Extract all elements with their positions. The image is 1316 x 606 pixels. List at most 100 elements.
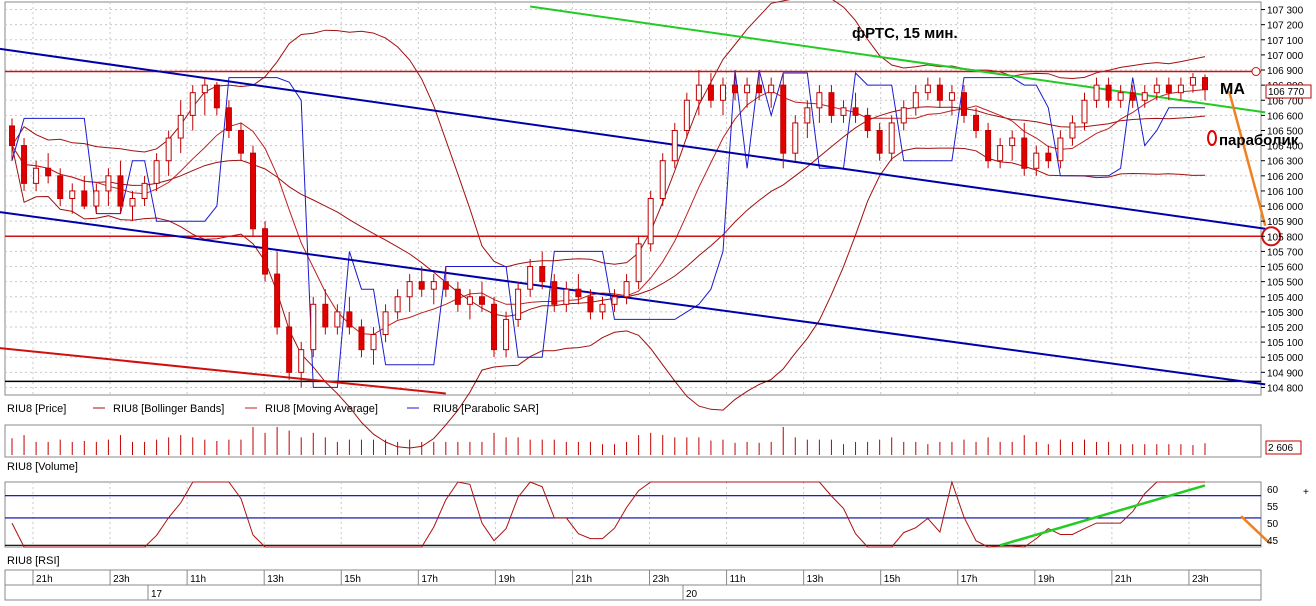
candle-body xyxy=(1129,92,1136,101)
y-tick-label: 105 500 xyxy=(1267,278,1304,289)
hour-label: 13h xyxy=(807,574,824,585)
hour-label: 17h xyxy=(961,574,978,585)
candle-body xyxy=(237,129,244,154)
hour-label: 23h xyxy=(113,574,130,585)
hour-label: 23h xyxy=(1192,574,1209,585)
candle-body xyxy=(1153,84,1160,94)
candle-body xyxy=(1057,137,1064,162)
candle-body xyxy=(587,296,594,313)
y-tick-label: 105 200 xyxy=(1267,323,1304,334)
channel-lower-line xyxy=(0,211,1266,386)
candle-body xyxy=(81,190,88,207)
y-tick-label: 106 900 xyxy=(1267,66,1304,77)
rsi-panel xyxy=(4,481,1262,548)
candle-body xyxy=(129,198,136,207)
red-trend-line xyxy=(0,347,446,395)
candle-body xyxy=(503,318,510,351)
candle-body xyxy=(912,92,919,109)
hour-label: 19h xyxy=(1038,574,1055,585)
rsi-forecast-arrow xyxy=(1240,515,1271,545)
candle-body xyxy=(262,228,269,275)
candle-body xyxy=(671,129,678,162)
y-tick-label: 107 100 xyxy=(1267,36,1304,47)
plus-icon[interactable]: + xyxy=(1303,487,1309,498)
candle-body xyxy=(394,296,401,313)
hour-label: 17h xyxy=(421,574,438,585)
legend-price: RIU8 [Price] xyxy=(7,403,66,415)
y-tick-label: 106 700 xyxy=(1267,96,1304,107)
candle-body xyxy=(478,296,485,305)
candle-body xyxy=(936,84,943,101)
candle-body xyxy=(225,107,232,131)
legend-bollinger: RIU8 [Bollinger Bands] xyxy=(113,403,224,415)
candle-body xyxy=(551,281,558,305)
rsi-tick-label: 50 xyxy=(1267,519,1279,530)
candle-body xyxy=(997,145,1004,162)
last-price-tag xyxy=(1265,84,1312,99)
candle-body xyxy=(430,281,437,290)
candle-body xyxy=(719,84,726,101)
candle-body xyxy=(358,326,365,351)
candle-body xyxy=(1177,84,1184,94)
legend-volume: RIU8 [Volume] xyxy=(7,461,78,473)
y-tick-label: 107 300 xyxy=(1267,6,1304,17)
rsi-line xyxy=(11,480,1205,548)
candle-body xyxy=(515,288,522,320)
y-tick-label: 105 700 xyxy=(1267,247,1304,258)
y-tick-label: 106 400 xyxy=(1267,142,1304,153)
candle-body xyxy=(153,160,160,184)
y-tick-label: 106 100 xyxy=(1267,187,1304,198)
candle-body xyxy=(45,167,52,177)
candle-body xyxy=(213,84,220,109)
candle-body xyxy=(744,84,751,94)
candle-body xyxy=(57,175,64,199)
y-tick-label: 104 800 xyxy=(1267,383,1304,394)
candle-body xyxy=(165,137,172,162)
candle-body xyxy=(442,281,449,290)
y-tick-label: 105 300 xyxy=(1267,308,1304,319)
hour-label: 11h xyxy=(730,574,746,585)
hour-label: 15h xyxy=(884,574,901,585)
candle-body xyxy=(948,92,955,101)
candle-body xyxy=(491,303,498,351)
candle-body xyxy=(418,281,425,290)
moving-average-line xyxy=(11,89,1206,336)
legend-ma: RIU8 [Moving Average] xyxy=(265,403,378,415)
candle-body xyxy=(286,326,293,373)
candle-body xyxy=(177,114,184,139)
y-tick-label: 107 200 xyxy=(1267,21,1304,32)
candle-body xyxy=(21,145,28,184)
candle-body xyxy=(539,266,546,283)
candle-body xyxy=(69,190,76,199)
candle-body xyxy=(768,84,775,94)
hour-label: 21h xyxy=(575,574,592,585)
day-label: 20 xyxy=(686,589,698,600)
candle-body xyxy=(985,129,992,162)
candle-body xyxy=(756,84,763,94)
price-axis: 104 800 104 900 105 000 105 100 105 200 105 3… xyxy=(1261,6,1304,394)
candle-body xyxy=(310,303,317,351)
candle-body xyxy=(960,92,967,116)
candle-body xyxy=(406,281,413,298)
candle-body xyxy=(117,175,124,207)
y-tick-label: 105 000 xyxy=(1267,353,1304,364)
legend-rsi: RIU8 [RSI] xyxy=(7,555,60,567)
y-tick-label: 106 000 xyxy=(1267,202,1304,213)
y-tick-label: 106 500 xyxy=(1267,126,1304,137)
candle-body xyxy=(1189,77,1196,86)
level-marker xyxy=(1251,67,1261,77)
volume-value-label: 2 606 xyxy=(1268,443,1293,454)
parabolic-annotation: параболик xyxy=(1219,132,1299,149)
candle-body xyxy=(695,84,702,101)
candle-body xyxy=(563,288,570,305)
volume-bars xyxy=(11,427,1206,455)
candle-body xyxy=(141,182,148,199)
candle-body xyxy=(466,296,473,305)
candle-body xyxy=(33,167,40,184)
candle-body xyxy=(888,122,895,154)
rsi-tick-label: 45 xyxy=(1267,536,1279,547)
candle-body xyxy=(527,266,534,290)
hour-label: 11h xyxy=(190,574,206,585)
candle-body xyxy=(1033,152,1040,169)
candle-body xyxy=(1165,84,1172,94)
